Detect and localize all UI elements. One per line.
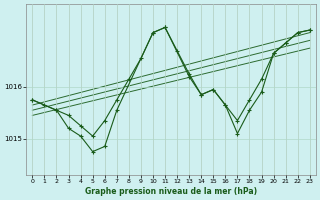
- X-axis label: Graphe pression niveau de la mer (hPa): Graphe pression niveau de la mer (hPa): [85, 187, 257, 196]
